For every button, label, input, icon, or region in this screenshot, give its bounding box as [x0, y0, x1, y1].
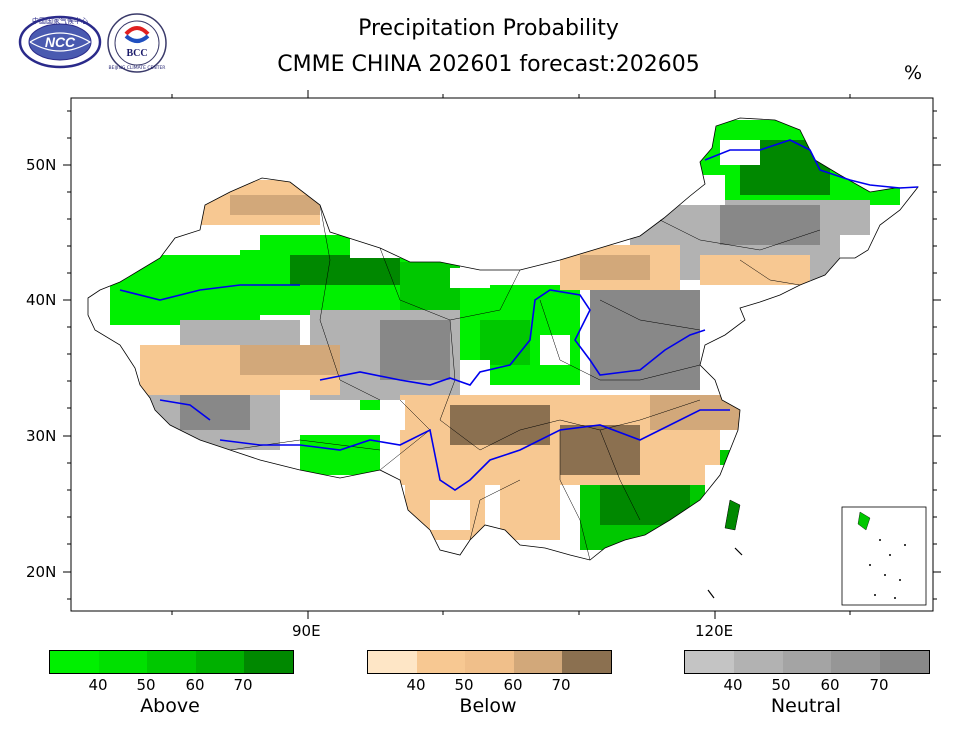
unit-label: %	[904, 62, 923, 84]
above-tick-60: 60	[185, 676, 205, 694]
bcc-logo: BCC BEIJING CLIMATE CENTER	[107, 13, 167, 73]
above-swatch-5	[244, 651, 293, 673]
probability-patches	[110, 120, 900, 550]
above-tick-40: 40	[88, 676, 108, 694]
above-swatch-3	[147, 651, 196, 673]
neutral-swatch-2	[733, 651, 783, 673]
above-legend-name: Above	[140, 695, 200, 717]
patch-neutral-northeastdark	[720, 205, 820, 245]
lat-label-40n: 40N	[26, 291, 57, 309]
taiwan	[724, 499, 741, 531]
inset-islands	[869, 539, 906, 599]
bcc-logo-text: BCC	[126, 48, 147, 59]
below-tick-50: 50	[454, 676, 474, 694]
colorbar-neutral	[684, 650, 930, 674]
above-swatch-1	[50, 651, 99, 673]
patch-above-centraldark	[480, 320, 530, 365]
neutral-tick-70: 70	[869, 676, 889, 694]
neutral-swatch-5	[880, 651, 929, 673]
below-tick-60: 60	[503, 676, 523, 694]
patch-below-northmiddark	[580, 255, 650, 280]
above-tick-50: 50	[136, 676, 156, 694]
rivers	[119, 139, 919, 491]
lon-label-120e: 120E	[695, 622, 734, 640]
axis-ticks	[63, 90, 941, 619]
ncc-logo: NCC 中国国家气候中心	[18, 15, 102, 69]
south-china-sea-inset	[841, 506, 927, 606]
above-swatch-4	[195, 651, 245, 673]
lat-label-20n: 20N	[26, 563, 57, 581]
province-borders	[229, 204, 821, 561]
patch-neutral-plateaudark	[380, 320, 450, 380]
below-legend-name: Below	[459, 695, 517, 717]
colorbar-below	[367, 650, 612, 674]
lon-label-90e: 90E	[292, 622, 321, 640]
china-map	[63, 90, 941, 619]
neutral-swatch-1	[685, 651, 734, 673]
ncc-ring-text: 中国国家气候中心	[32, 16, 88, 25]
lat-label-30n: 30N	[26, 427, 57, 445]
patch-below-sichuan	[500, 480, 560, 540]
patch-below-centraldark	[450, 405, 550, 445]
below-swatch-1	[368, 651, 417, 673]
patch-neutral-westdark	[180, 390, 250, 430]
neutral-tick-40: 40	[723, 676, 743, 694]
neutral-swatch-4	[831, 651, 881, 673]
colorbar-above	[49, 650, 294, 674]
patch-below-southdark	[560, 425, 640, 475]
lat-label-50n: 50N	[26, 156, 57, 174]
neutral-tick-60: 60	[820, 676, 840, 694]
chart-title: Precipitation Probability	[358, 16, 619, 41]
bcc-ring-text: BEIJING CLIMATE CENTER	[109, 65, 166, 71]
patch-below-xinjiangdark	[230, 195, 320, 215]
chart-subtitle: CMME CHINA 202601 forecast:202605	[277, 52, 700, 77]
patch-above-northdark	[290, 255, 400, 285]
neutral-legend-name: Neutral	[770, 695, 842, 717]
neutral-swatch-3	[782, 651, 832, 673]
below-swatch-5	[562, 651, 611, 673]
below-swatch-2	[416, 651, 466, 673]
below-swatch-3	[465, 651, 514, 673]
patch-below-westdark	[240, 345, 340, 375]
above-swatch-2	[98, 651, 148, 673]
below-tick-70: 70	[551, 676, 571, 694]
ncc-logo-text: NCC	[45, 34, 76, 50]
below-swatch-4	[513, 651, 563, 673]
patch-neutral-north	[590, 290, 700, 390]
neutral-tick-50: 50	[771, 676, 791, 694]
below-tick-40: 40	[406, 676, 426, 694]
above-tick-70: 70	[233, 676, 253, 694]
